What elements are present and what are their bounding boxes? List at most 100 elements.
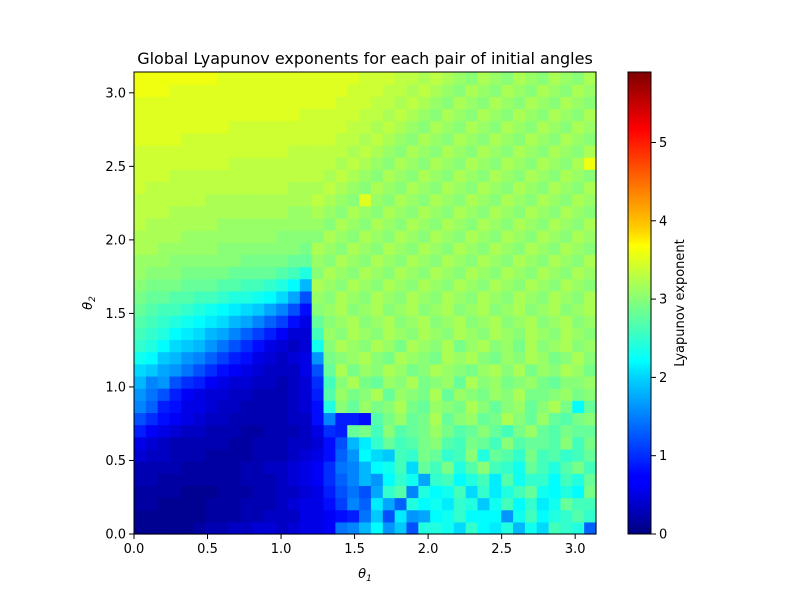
heatmap-cell — [477, 108, 490, 122]
heatmap-cell — [548, 351, 562, 365]
heatmap-cell — [359, 424, 372, 438]
heatmap-cell — [169, 169, 182, 183]
heatmap-cell — [477, 315, 490, 328]
heatmap-cell — [157, 351, 171, 365]
heatmap-cell — [584, 521, 597, 535]
heatmap-cell — [406, 315, 419, 328]
heatmap-cell — [418, 436, 431, 450]
heatmap-cell — [513, 290, 526, 304]
heatmap-cell — [430, 96, 443, 110]
heatmap-cell — [299, 412, 313, 426]
heatmap-cell — [205, 303, 218, 316]
heatmap-cell — [524, 424, 538, 438]
heatmap-cell — [216, 230, 230, 243]
heatmap-cell — [513, 339, 526, 353]
heatmap-cell — [359, 72, 372, 85]
heatmap-cell — [335, 230, 348, 243]
heatmap-cell — [276, 412, 289, 426]
heatmap-cell — [311, 278, 325, 292]
heatmap-cell — [157, 315, 171, 328]
heatmap-cell — [524, 315, 538, 328]
heatmap-cell — [216, 521, 230, 535]
heatmap-cell — [228, 424, 242, 438]
heatmap-cell — [145, 473, 159, 486]
heatmap-cell — [489, 473, 502, 486]
heatmap-cell — [264, 303, 277, 316]
heatmap-cell — [157, 181, 171, 195]
heatmap-cell — [370, 521, 384, 535]
heatmap-cell — [536, 132, 550, 146]
heatmap-cell — [347, 424, 360, 438]
heatmap-cell — [489, 181, 502, 195]
heatmap-cell — [252, 509, 265, 523]
heatmap-cell — [145, 303, 159, 316]
heatmap-cell — [311, 339, 325, 353]
heatmap-cell — [311, 254, 325, 268]
heatmap-cell — [572, 473, 585, 486]
heatmap-cell — [513, 230, 526, 243]
heatmap-cell — [465, 157, 479, 170]
heatmap-cell — [335, 205, 348, 219]
heatmap-cell — [323, 436, 336, 450]
heatmap-cell — [572, 181, 585, 195]
heatmap-cell — [548, 144, 562, 158]
heatmap-cell — [430, 132, 443, 146]
heatmap-cell — [489, 375, 502, 389]
heatmap-cell — [347, 497, 360, 511]
heatmap-cell — [524, 278, 538, 292]
heatmap-cell — [477, 436, 490, 450]
heatmap-cell — [418, 461, 431, 474]
heatmap-cell — [205, 242, 218, 255]
heatmap-cell — [347, 473, 360, 486]
heatmap-cell — [536, 217, 550, 231]
heatmap-cell — [513, 120, 526, 134]
heatmap-cell — [430, 144, 443, 158]
heatmap-cell — [477, 339, 490, 353]
heatmap-cell — [584, 108, 597, 122]
heatmap-cell — [548, 72, 562, 85]
heatmap-cell — [299, 509, 313, 523]
heatmap-cell — [370, 461, 384, 474]
heatmap-cell — [347, 303, 360, 316]
x-axis-label: θ1 — [358, 567, 372, 584]
heatmap-cell — [560, 436, 573, 450]
heatmap-cell — [465, 448, 479, 462]
heatmap-cell — [489, 448, 502, 462]
heatmap-cell — [560, 169, 573, 183]
heatmap-cell — [335, 108, 348, 122]
heatmap-cell — [465, 266, 479, 280]
heatmap-cell — [513, 412, 526, 426]
heatmap-cell — [134, 169, 147, 183]
heatmap-cell — [311, 96, 325, 110]
heatmap-cell — [430, 509, 443, 523]
heatmap-cell — [477, 193, 490, 207]
heatmap-cell — [323, 339, 336, 353]
heatmap-cell — [228, 84, 242, 97]
heatmap-cell — [288, 424, 301, 438]
heatmap-cell — [216, 448, 230, 462]
heatmap-cell — [205, 448, 218, 462]
heatmap-cell — [465, 375, 479, 389]
heatmap-cell — [572, 521, 585, 535]
heatmap-cell — [359, 169, 372, 183]
heatmap-cell — [193, 254, 206, 268]
heatmap-cell — [347, 388, 360, 401]
heatmap-cell — [288, 448, 301, 462]
heatmap-cell — [299, 266, 313, 280]
heatmap-cell — [536, 72, 550, 85]
heatmap-cell — [513, 388, 526, 401]
heatmap-cell — [264, 193, 277, 207]
y-axis-ticks: 0.00.51.01.52.02.53.0 — [105, 86, 134, 543]
heatmap-cell — [264, 327, 277, 341]
heatmap-cell — [335, 436, 348, 450]
heatmap-cell — [169, 193, 182, 207]
heatmap-cell — [418, 96, 431, 110]
heatmap-cell — [430, 363, 443, 377]
heatmap-cell — [548, 217, 562, 231]
heatmap-cell — [453, 400, 467, 414]
heatmap-cell — [134, 436, 147, 450]
heatmap-cell — [288, 290, 301, 304]
heatmap-cell — [584, 375, 597, 389]
heatmap-cell — [157, 157, 171, 170]
heatmap-cell — [370, 181, 384, 195]
